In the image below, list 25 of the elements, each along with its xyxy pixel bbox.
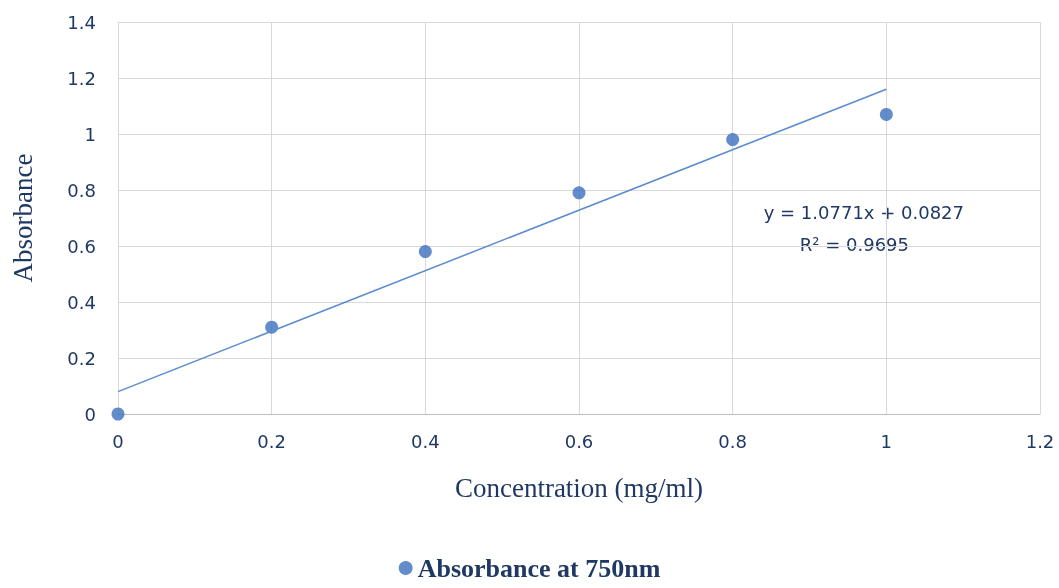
y-tick-label: 1	[84, 123, 96, 145]
y-tick-label: 0	[84, 403, 96, 425]
y-tick-label: 1.4	[67, 11, 96, 33]
x-tick-label: 1.2	[1025, 430, 1055, 452]
legend-label: Absorbance at 750nm	[417, 553, 661, 583]
annotation: R² = 0.9695	[799, 233, 909, 255]
x-tick-label: 0.2	[257, 430, 286, 452]
point	[111, 407, 125, 421]
y-tick-label: 1.2	[67, 67, 96, 89]
x-tick-label: 0.8	[718, 430, 747, 452]
annotation: y = 1.0771x + 0.0827	[763, 201, 965, 223]
y-tick-label: 0.4	[67, 291, 96, 313]
x-axis-title: Concentration (mg/ml)	[454, 472, 704, 503]
point	[726, 133, 740, 147]
x-tick-label: 0	[112, 430, 124, 452]
y-tick-label: 0.2	[67, 347, 96, 369]
point	[879, 107, 893, 121]
point	[572, 186, 586, 200]
x-tick-label: 0.6	[564, 430, 594, 452]
point	[418, 245, 432, 259]
x-tick-label: 0.4	[411, 430, 440, 452]
y-tick-label: 0.6	[67, 235, 96, 257]
x-tick-label: 1	[880, 430, 893, 452]
y-axis-title: Absorbance	[7, 153, 38, 283]
y-tick-label: 0.8	[67, 179, 96, 201]
